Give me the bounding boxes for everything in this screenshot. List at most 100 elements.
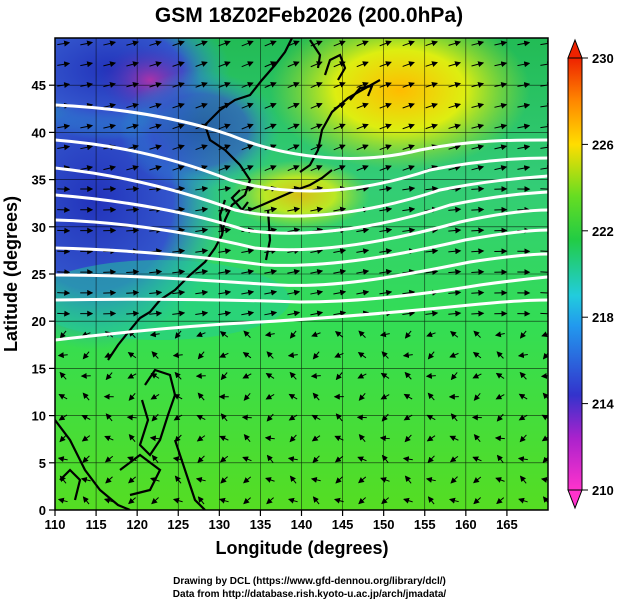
wind-vector [241, 165, 254, 171]
wind-vector [196, 331, 206, 338]
wind-vector [195, 102, 208, 109]
wind-vector [126, 414, 137, 421]
wind-vector [448, 310, 462, 317]
wind-vector [310, 61, 323, 68]
x-tick-label: 135 [250, 517, 272, 532]
wind-vector [149, 289, 163, 296]
wind-vector [195, 268, 209, 275]
wind-vector [333, 206, 347, 213]
wind-vector [126, 61, 139, 68]
wind-vector [310, 102, 323, 109]
wind-vector [310, 165, 323, 172]
wind-vector [495, 477, 505, 483]
wind-vector [542, 352, 548, 360]
y-tick-label: 30 [32, 220, 46, 235]
y-tick-label: 5 [39, 456, 46, 471]
wind-vector [379, 82, 392, 88]
wind-vector [518, 393, 528, 400]
wind-vector [59, 371, 67, 380]
wind-vector [218, 248, 232, 255]
wind-vector [287, 227, 301, 234]
wind-vector [59, 330, 67, 339]
wind-vector [149, 82, 162, 88]
wind-vector [356, 40, 369, 47]
chart-title: GSM 18Z02Feb2026 (200.0hPa) [155, 4, 463, 27]
wind-vector [381, 497, 390, 505]
credit-drawing: Drawing by DCL (https://www.gfd-dennou.o… [173, 576, 446, 587]
wind-vector [57, 497, 68, 504]
wind-vector [197, 455, 205, 463]
wind-vector [266, 351, 274, 359]
wind-vector [195, 248, 209, 255]
wind-vector [473, 476, 482, 484]
wind-vector [80, 144, 94, 151]
wind-vector [381, 413, 389, 422]
x-tick-label: 150 [373, 517, 395, 532]
wind-vector [105, 413, 113, 422]
wind-vector [540, 269, 548, 276]
wind-vector [128, 393, 136, 401]
wind-vector [494, 102, 508, 109]
wind-vector [197, 392, 205, 401]
wind-vector [540, 248, 548, 255]
wind-vector [333, 102, 346, 109]
wind-vector [218, 40, 231, 47]
wind-vector [151, 497, 159, 505]
wind-vector [104, 435, 114, 442]
wind-vector [127, 373, 137, 379]
wind-vector [219, 455, 229, 463]
wind-vector [425, 269, 439, 275]
wind-vector [218, 310, 232, 317]
wind-vector [219, 352, 229, 358]
wind-vector [380, 477, 390, 483]
wind-vector [174, 434, 182, 443]
wind-vector [356, 61, 369, 68]
wind-vector [195, 82, 208, 88]
wind-vector [450, 330, 459, 338]
wind-vector [356, 144, 369, 151]
y-tick-label: 45 [32, 78, 46, 93]
wind-vector [220, 372, 228, 381]
wind-vector [472, 351, 482, 359]
wind-vector [149, 61, 162, 68]
wind-vector [172, 144, 185, 151]
wind-vector [448, 289, 462, 296]
x-tick-label: 130 [208, 517, 230, 532]
wind-vector [266, 497, 274, 505]
wind-vector [379, 248, 393, 255]
x-tick-label: 125 [167, 517, 189, 532]
wind-vector [149, 435, 160, 442]
wind-vector [494, 82, 508, 88]
wind-vector [241, 414, 252, 421]
wind-vector [218, 123, 231, 130]
wind-vector [172, 123, 185, 130]
colorbar-tick-label: 210 [592, 483, 614, 498]
wind-vector [80, 165, 94, 172]
wind-vector [126, 206, 140, 213]
wind-vector [265, 372, 275, 379]
wind-vector [287, 352, 298, 359]
wind-vector [472, 373, 482, 379]
wind-vector [219, 331, 229, 338]
wind-vector [195, 310, 209, 317]
wind-vector [105, 476, 113, 484]
wind-vector [519, 434, 527, 443]
wind-vector [57, 352, 68, 359]
wind-vector [310, 372, 321, 379]
wind-vector [243, 497, 251, 505]
wind-vector [379, 61, 392, 68]
wind-vector [356, 82, 369, 88]
wind-vector [149, 144, 162, 151]
wind-vector [195, 206, 209, 213]
wind-vector [425, 102, 438, 109]
wind-vector [172, 289, 186, 296]
wind-vector [127, 456, 137, 463]
x-tick-label: 115 [86, 517, 107, 532]
wind-vector [149, 40, 162, 47]
wind-vector [517, 165, 531, 172]
colorbar-tick-label: 222 [592, 224, 614, 239]
x-tick-label: 120 [126, 517, 148, 532]
wind-vector [241, 289, 255, 296]
wind-vector [310, 476, 321, 483]
x-axis-ticks: 110 115 120 125 130 135 140 145 150 155 160 165 [45, 510, 518, 532]
